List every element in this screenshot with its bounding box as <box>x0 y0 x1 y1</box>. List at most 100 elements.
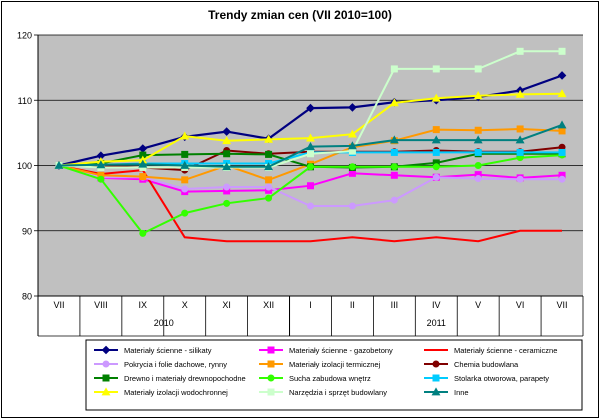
legend-label: Chemia budowlana <box>454 360 519 369</box>
series-lines <box>54 47 567 243</box>
data-point <box>181 209 189 217</box>
legend-item: Materiały ścienne - ceramiczne <box>424 346 557 355</box>
data-point <box>474 65 482 73</box>
y-tick-label: 120 <box>17 31 32 41</box>
y-tick-label: 90 <box>22 226 32 236</box>
data-point <box>97 175 105 183</box>
y-tick-label: 110 <box>18 96 32 106</box>
x-tick-label: V <box>475 300 481 310</box>
legend-label: Materiały ścienne - silikaty <box>124 346 212 355</box>
legend-marker <box>102 360 110 368</box>
data-point <box>515 89 525 98</box>
legend-item: Stolarka otworowa, parapety <box>424 374 549 383</box>
data-point <box>180 160 190 169</box>
x-tick-label: VII <box>53 300 64 310</box>
x-tick-label: IV <box>432 300 441 310</box>
data-point <box>222 127 231 136</box>
data-point <box>557 120 567 129</box>
data-point <box>516 125 524 133</box>
legend: Materiały ścienne - silikaty Materiały śc… <box>85 339 583 411</box>
legend-label: Drewno i materiały drewnopochodne <box>124 374 246 383</box>
legend-label: Materiały ścienne - gazobetony <box>289 346 393 355</box>
legend-item: Drewno i materiały drewnopochodne <box>94 374 246 383</box>
x-tick-label: I <box>309 300 312 310</box>
data-point <box>390 171 398 179</box>
data-point <box>389 135 399 144</box>
legend-item: Materiały izolacji wodochronnej <box>94 387 228 397</box>
x-tick-label: VII <box>557 300 568 310</box>
x-tick-label: IX <box>139 300 148 310</box>
data-point <box>557 71 567 80</box>
data-point <box>181 185 189 193</box>
data-point <box>307 182 314 190</box>
legend-item: Pokrycia i folie dachowe, rynny <box>94 360 227 369</box>
legend-item: Materiały izolacji termicznej <box>259 360 381 369</box>
legend-marker <box>267 346 275 354</box>
data-point <box>474 175 482 183</box>
legend-box <box>85 339 583 411</box>
data-point <box>431 93 441 102</box>
data-point <box>390 148 398 156</box>
legend-label: Stolarka otworowa, parapety <box>454 374 549 383</box>
data-point <box>473 135 483 144</box>
x-tick-label: XI <box>222 300 231 310</box>
data-point <box>432 173 440 181</box>
data-point <box>516 175 524 183</box>
data-point <box>265 194 273 202</box>
data-point <box>181 150 189 158</box>
data-point <box>223 199 231 207</box>
data-point <box>139 229 147 237</box>
legend-label: Materiały izolacji wodochronnej <box>124 388 228 397</box>
data-point <box>516 148 524 156</box>
legend-marker <box>101 387 111 396</box>
data-point <box>558 175 566 183</box>
data-point <box>558 47 566 55</box>
data-point <box>432 65 440 73</box>
data-point <box>222 162 232 171</box>
legend-item: Sucha zabudowa wnętrz <box>259 374 371 383</box>
x-tick-label: XII <box>263 300 274 310</box>
data-point <box>265 183 273 191</box>
data-point <box>264 162 274 171</box>
legend-marker <box>431 387 441 396</box>
data-point <box>181 176 189 184</box>
data-point <box>348 103 357 112</box>
x-tick-label: III <box>391 300 399 310</box>
legend-marker <box>102 374 110 382</box>
data-point <box>474 126 482 134</box>
legend-marker <box>267 388 275 396</box>
data-point <box>347 129 357 138</box>
data-point <box>431 135 441 144</box>
data-point <box>139 173 147 181</box>
data-point <box>223 150 231 158</box>
legend-item: Materiały ścienne - gazobetony <box>259 346 393 355</box>
data-point <box>180 131 190 140</box>
data-point <box>474 148 482 156</box>
data-point <box>516 47 524 55</box>
data-point <box>223 183 231 191</box>
x-tick-label: X <box>182 300 188 310</box>
data-point <box>390 163 398 171</box>
legend-label: Inne <box>454 388 469 397</box>
legend-item: Narzędzia i sprzęt budowlany <box>259 388 387 397</box>
data-point <box>347 141 357 150</box>
data-point <box>558 127 566 135</box>
data-point <box>473 91 483 100</box>
year-label: 2011 <box>427 318 446 328</box>
data-point <box>432 163 440 171</box>
data-point <box>558 148 566 156</box>
y-tick-label: 80 <box>22 292 32 302</box>
legend-marker <box>101 345 111 355</box>
data-point <box>265 150 273 158</box>
legend-item: Materiały ścienne - silikaty <box>94 345 212 355</box>
data-point <box>557 89 567 98</box>
data-point <box>222 136 232 145</box>
legend-label: Pokrycia i folie dachowe, rynny <box>124 360 227 369</box>
data-point <box>390 196 398 204</box>
data-point <box>96 160 106 169</box>
legend-item: Inne <box>424 387 469 397</box>
data-point <box>474 162 482 169</box>
series-12 <box>54 120 567 171</box>
